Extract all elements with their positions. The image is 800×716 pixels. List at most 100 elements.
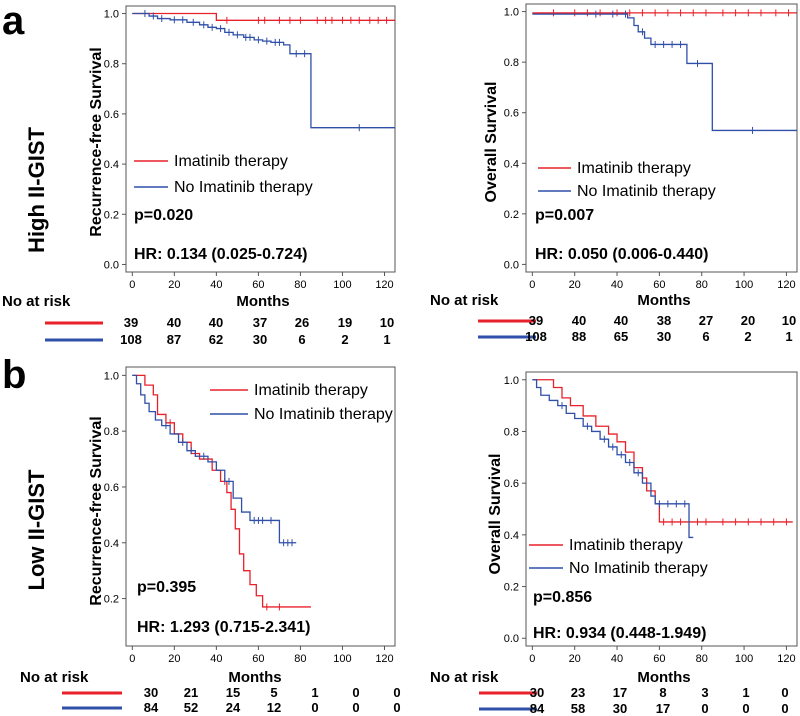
y-tick-label: 0.4 (104, 538, 119, 550)
legend-label: Imatinib therapy (254, 382, 368, 399)
risk-count: 40 (614, 313, 628, 328)
p-value: p=0.020 (134, 207, 193, 224)
x-tick-label: 40 (210, 653, 222, 665)
x-tick-label: 40 (611, 279, 623, 291)
risk-count: 39 (124, 315, 138, 330)
risk-count: 30 (657, 329, 671, 344)
x-tick-label: 40 (611, 653, 623, 665)
risk-count: 1 (785, 329, 792, 344)
y-tick-label: 0.8 (104, 426, 119, 438)
plot-frame (525, 371, 798, 647)
risk-count: 17 (656, 701, 670, 716)
x-tick-label: 80 (696, 653, 708, 665)
x-tick-label: 100 (735, 279, 753, 291)
risk-count: 0 (352, 700, 359, 715)
risk-count: 0 (393, 685, 400, 700)
km-curve-no-imatinib (132, 374, 297, 544)
x-tick-label: 100 (735, 653, 753, 665)
panel-b-letter: b (2, 353, 26, 397)
risk-count: 2 (341, 332, 348, 347)
y-tick-label: 0.6 (104, 109, 119, 121)
risk-count: 108 (120, 332, 142, 347)
x-tick-label: 20 (569, 653, 581, 665)
risk-count: 0 (781, 685, 788, 700)
risk-count: 30 (144, 685, 158, 700)
chart-panel-a-rfs: 0 20 40 60 80 100 120 0.0 0.2 0.4 0.6 0.8 1.0 Recurre… (2, 5, 396, 347)
risk-table-label: No at risk (2, 293, 71, 310)
x-axis-title: Months (637, 292, 690, 309)
risk-count: 1 (742, 685, 749, 700)
x-tick-label: 60 (252, 653, 264, 665)
risk-count: 88 (572, 329, 586, 344)
risk-count: 0 (393, 700, 400, 715)
risk-count: 40 (167, 315, 181, 330)
y-tick-label: 1.0 (504, 375, 519, 387)
plot-frame (125, 366, 396, 647)
x-tick-label: 80 (696, 279, 708, 291)
risk-count: 1 (311, 685, 318, 700)
km-curve-no-imatinib (532, 379, 694, 539)
km-curve-no-imatinib (532, 13, 797, 132)
risk-count: 39 (529, 313, 543, 328)
x-tick-label: 100 (333, 653, 351, 665)
risk-count: 0 (701, 701, 708, 716)
risk-count: 30 (613, 701, 627, 716)
y-tick-label: 0.2 (504, 582, 519, 594)
x-tick-label: 60 (252, 279, 264, 291)
x-axis-title: Months (236, 293, 289, 310)
risk-count: 19 (338, 315, 352, 330)
risk-count: 40 (209, 315, 223, 330)
risk-count: 23 (571, 685, 585, 700)
y-tick-label: 0.2 (104, 594, 119, 606)
y-tick-label: 0.4 (504, 530, 519, 542)
y-tick-label: 0.0 (104, 259, 119, 271)
y-tick-label: 1.0 (504, 7, 519, 19)
x-tick-label: 40 (210, 279, 222, 291)
x-tick-label: 0 (129, 653, 135, 665)
x-tick-label: 120 (777, 653, 795, 665)
chart-panel-b-os: 0 20 40 60 80 100 1200.00.20.40.60.81.0Overall… (430, 371, 798, 716)
y-tick-label: 1.0 (104, 370, 119, 382)
risk-count: 24 (226, 700, 241, 715)
x-tick-label: 120 (777, 279, 795, 291)
p-value: p=0.007 (535, 207, 594, 224)
risk-count: 1 (383, 332, 390, 347)
y-tick-label: 0.0 (504, 633, 519, 645)
risk-count: 62 (209, 332, 223, 347)
risk-count: 17 (613, 685, 627, 700)
risk-count: 10 (782, 313, 796, 328)
y-tick-label: 0.2 (504, 209, 519, 221)
risk-count: 6 (702, 329, 709, 344)
risk-count: 40 (572, 313, 586, 328)
x-tick-label: 20 (569, 279, 581, 291)
chart-panel-b-rfs: 0 20 40 60 80 100 1200.20.40.60.81.0Recurrence… (20, 366, 401, 715)
y-axis-title: Overall Survival (487, 454, 504, 575)
p-value: p=0.395 (137, 579, 196, 596)
legend-label: No Imatinib therapy (254, 406, 393, 423)
km-curve-no-imatinib (132, 12, 395, 129)
x-tick-label: 0 (529, 279, 535, 291)
y-axis-title: Recurrence-free Survival (88, 416, 105, 605)
x-tick-label: 60 (653, 279, 665, 291)
hazard-ratio: HR: 1.293 (0.715-2.341) (137, 619, 310, 636)
risk-table-label: No at risk (430, 292, 499, 309)
km-curve-imatinib (132, 12, 395, 21)
y-axis-title: Overall Survival (483, 82, 500, 203)
legend-label: No Imatinib therapy (569, 560, 708, 577)
group-b-label: Low II-GIST (24, 469, 49, 591)
hazard-ratio: HR: 0.134 (0.025-0.724) (134, 246, 307, 263)
x-axis-title: Months (228, 669, 281, 686)
y-tick-label: 0.0 (504, 259, 519, 271)
y-tick-label: 1.0 (104, 9, 119, 21)
risk-count: 52 (184, 700, 198, 715)
y-axis-title: Recurrence-free Survival (88, 47, 105, 236)
risk-count: 38 (657, 313, 671, 328)
legend-label: Imatinib therapy (577, 160, 691, 177)
legend-label: No Imatinib therapy (174, 179, 313, 196)
y-tick-label: 0.6 (104, 482, 119, 494)
x-tick-label: 80 (294, 653, 306, 665)
risk-count: 30 (253, 332, 267, 347)
y-tick-label: 0.6 (504, 108, 519, 120)
x-tick-label: 100 (333, 279, 351, 291)
y-tick-label: 0.4 (104, 159, 119, 171)
